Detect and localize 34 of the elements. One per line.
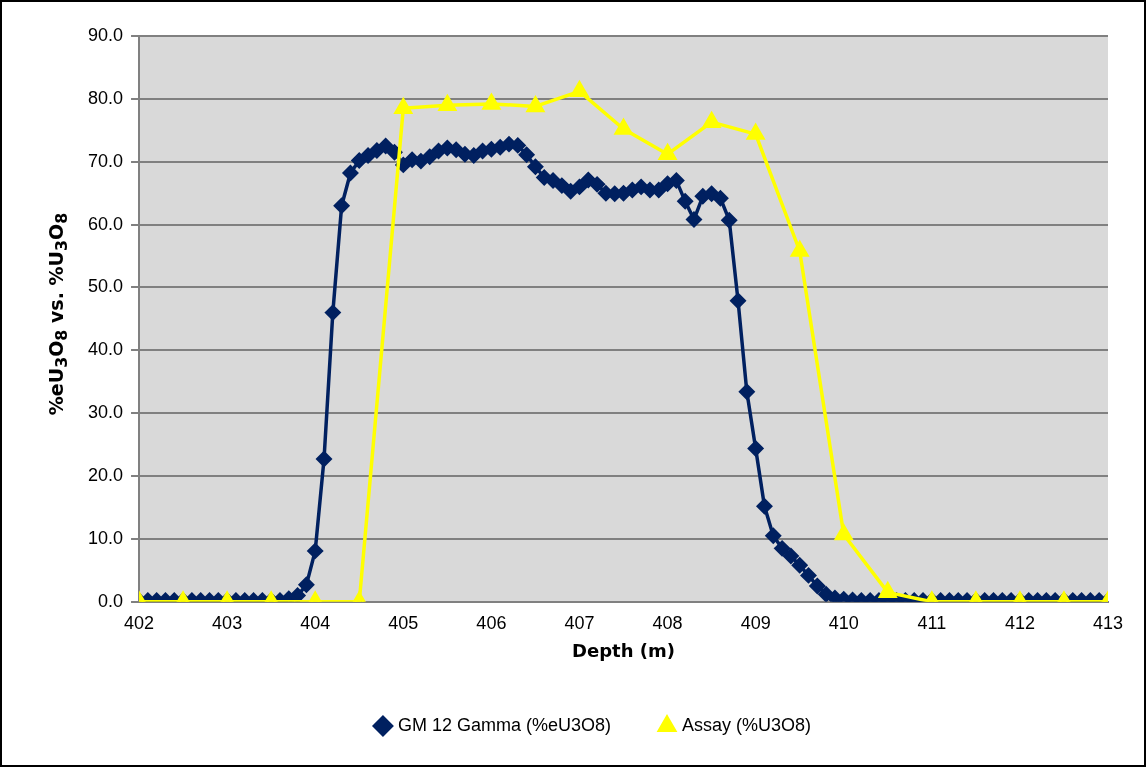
x-tick-label: 408 [652, 612, 683, 633]
legend-label: GM 12 Gamma (%eU3O8) [397, 714, 612, 735]
y-tick-label: 0.0 [98, 590, 124, 611]
point [526, 96, 545, 113]
y-tick-label: 20.0 [87, 465, 124, 486]
x-tick-label: 406 [476, 612, 507, 633]
x-tick-label: 402 [124, 612, 155, 633]
y-tick-label: 50.0 [87, 276, 124, 297]
x-tick-label: 413 [1092, 612, 1124, 633]
point [482, 94, 501, 110]
y-tick-label: 10.0 [87, 527, 124, 548]
point [438, 95, 457, 111]
x-tick-label: 407 [564, 612, 595, 633]
point [791, 241, 809, 257]
point [746, 124, 765, 140]
x-tick-label: 411 [917, 612, 947, 633]
y-tick-label: 70.0 [87, 150, 124, 171]
y-tick-label: 90.0 [87, 24, 124, 45]
point [878, 580, 898, 599]
x-tick-label: 404 [300, 612, 331, 633]
y-tick-label: 60.0 [87, 213, 124, 234]
y-tick-label: 40.0 [87, 339, 124, 360]
point [658, 144, 677, 160]
legend-label: Assay (%U3O8) [682, 714, 812, 735]
x-tick-label: 410 [828, 612, 859, 633]
x-tick-label: 412 [1004, 612, 1035, 633]
point [702, 112, 721, 128]
x-tick-label: 409 [740, 612, 771, 633]
x-tick-label: 403 [212, 612, 243, 633]
y-tick-label: 80.0 [87, 87, 124, 108]
point [614, 119, 633, 135]
y-tick-label: 30.0 [87, 402, 124, 423]
x-tick-label: 405 [388, 612, 419, 633]
x-axis-title: Depth (m) [572, 639, 675, 661]
